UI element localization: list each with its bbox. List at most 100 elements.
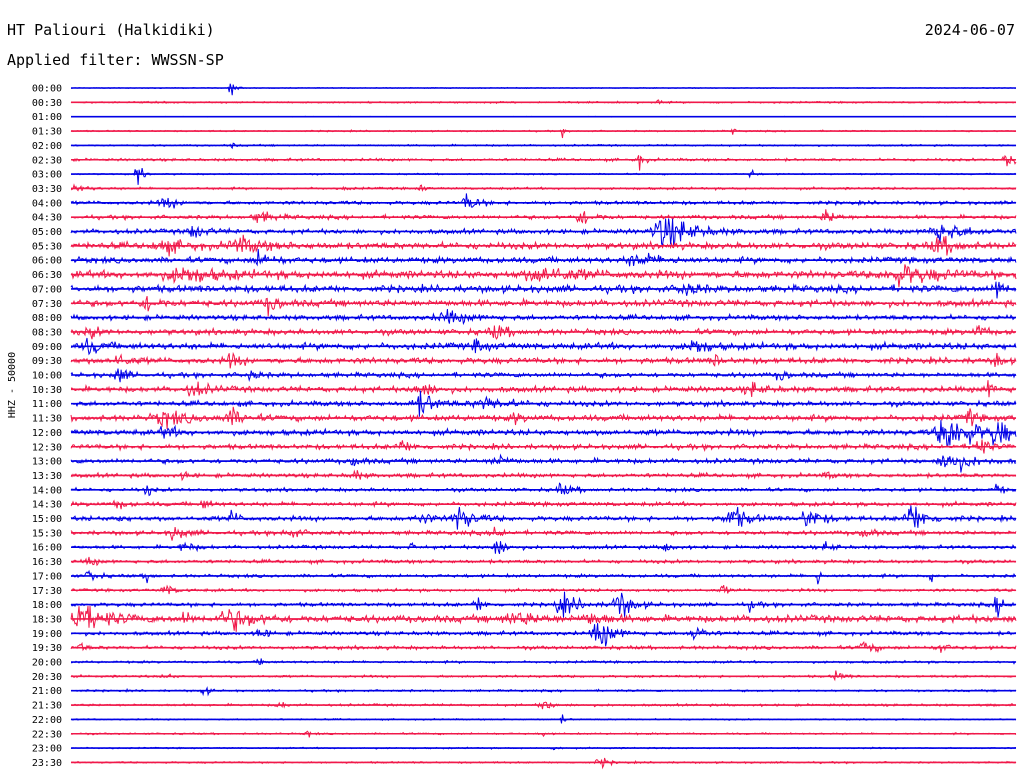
trace-1230	[70, 439, 1017, 454]
trace-0030	[70, 99, 1017, 105]
trace-1300	[70, 453, 1017, 473]
time-label: 22:00	[32, 715, 62, 726]
date-label: 2024-06-07	[924, 21, 1015, 39]
trace-0500	[70, 218, 1017, 246]
trace-1500	[70, 505, 1017, 530]
time-label: 08:00	[32, 313, 62, 324]
time-label: 07:00	[32, 284, 62, 295]
trace-0130	[70, 128, 1017, 139]
trace-1200	[70, 420, 1017, 446]
trace-1730	[70, 584, 1017, 595]
trace-1800	[70, 591, 1017, 618]
trace-0330	[70, 183, 1017, 192]
trace-0200	[70, 142, 1017, 150]
trace-0100	[70, 115, 1017, 118]
time-label: 21:30	[32, 701, 62, 712]
time-label: 11:30	[32, 414, 62, 425]
trace-1830	[70, 605, 1017, 632]
trace-0230	[70, 154, 1017, 171]
trace-2030	[70, 670, 1017, 682]
time-label: 10:30	[32, 385, 62, 396]
time-label: 23:30	[32, 758, 62, 769]
time-label: 22:30	[32, 729, 62, 740]
time-label: 09:00	[32, 342, 62, 353]
time-label: 20:30	[32, 672, 62, 683]
time-label: 09:30	[32, 356, 62, 367]
time-label: 16:00	[32, 543, 62, 554]
trace-1900	[70, 623, 1017, 647]
time-label: 02:00	[32, 141, 62, 152]
trace-2000	[71, 658, 1017, 666]
time-label: 23:00	[32, 744, 62, 755]
time-label: 18:30	[32, 614, 62, 625]
time-label-group: 00:00 00:30 01:00 01:30 02:00 02:30 03:00 03:30…	[32, 84, 62, 769]
trace-1100	[71, 390, 1017, 417]
time-label: 03:30	[32, 184, 62, 195]
time-label: 03:00	[32, 170, 62, 181]
trace-0530	[70, 234, 1017, 257]
trace-2200	[70, 714, 1017, 724]
trace-1430	[70, 499, 1017, 510]
trace-2230	[70, 730, 1017, 738]
time-label: 13:30	[32, 471, 62, 482]
time-label: 00:00	[32, 84, 62, 95]
time-label: 04:30	[32, 213, 62, 224]
time-label: 14:00	[32, 485, 62, 496]
station-title: HT Paliouri (Halkidiki)	[7, 21, 215, 39]
time-label: 05:30	[32, 241, 62, 252]
trace-1000	[70, 368, 1017, 383]
time-label: 08:30	[32, 327, 62, 338]
time-label: 16:30	[32, 557, 62, 568]
trace-0800	[70, 308, 1017, 326]
time-label: 00:30	[32, 98, 62, 109]
trace-2130	[70, 701, 1017, 710]
time-label: 15:30	[32, 528, 62, 539]
trace-0730	[70, 295, 1017, 317]
time-label: 02:30	[32, 155, 62, 166]
time-label: 21:00	[32, 686, 62, 697]
trace-0400	[70, 193, 1017, 209]
trace-2100	[70, 686, 1017, 697]
trace-0300	[70, 168, 1017, 185]
time-label: 17:00	[32, 571, 62, 582]
time-label: 13:00	[32, 457, 62, 468]
time-label: 14:30	[32, 500, 62, 511]
time-label: 04:00	[32, 198, 62, 209]
trace-1130	[70, 406, 1017, 430]
time-label: 05:00	[32, 227, 62, 238]
trace-0830	[70, 325, 1017, 340]
trace-0630	[70, 264, 1017, 288]
time-label: 19:00	[32, 629, 62, 640]
trace-2300	[70, 746, 1017, 751]
trace-0930	[70, 351, 1017, 369]
time-label: 20:00	[32, 658, 62, 669]
trace-1400	[70, 482, 1017, 497]
trace-0430	[70, 209, 1017, 224]
time-label: 12:00	[32, 428, 62, 439]
time-label: 01:30	[32, 127, 62, 138]
time-label: 11:00	[32, 399, 62, 410]
time-label: 19:30	[32, 643, 62, 654]
time-label: 17:30	[32, 586, 62, 597]
trace-1930	[70, 640, 1017, 654]
time-label: 10:00	[32, 371, 62, 382]
time-label: 01:00	[32, 112, 62, 123]
trace-0700	[70, 281, 1017, 299]
trace-group	[70, 83, 1017, 770]
trace-1330	[70, 469, 1017, 482]
trace-1630	[70, 556, 1017, 567]
trace-1600	[71, 541, 1017, 554]
time-label: 12:30	[32, 442, 62, 453]
filter-label: Applied filter: WWSSN-SP	[7, 51, 224, 69]
trace-0600	[70, 249, 1017, 267]
time-label: 06:30	[32, 270, 62, 281]
trace-1530	[70, 526, 1017, 541]
trace-0000	[70, 83, 1017, 96]
time-label: 07:30	[32, 299, 62, 310]
trace-1700	[70, 569, 1017, 585]
time-label: 18:00	[32, 600, 62, 611]
time-label: 06:00	[32, 256, 62, 267]
time-label: 15:00	[32, 514, 62, 525]
trace-0900	[70, 337, 1017, 356]
